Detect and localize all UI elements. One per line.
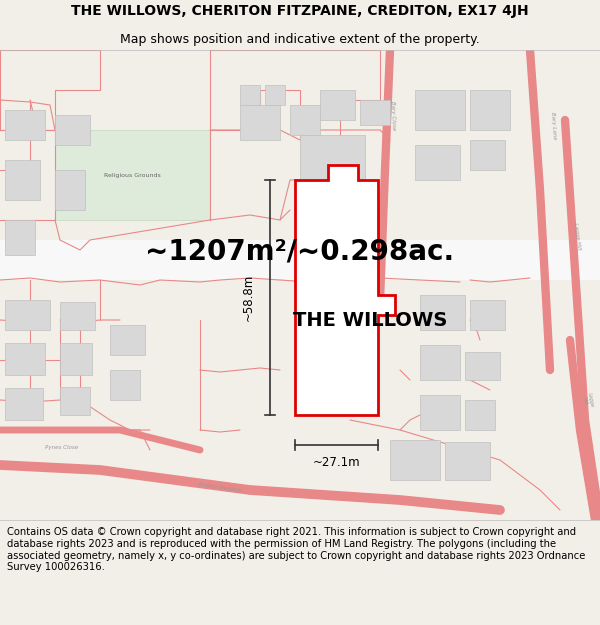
Bar [465,352,500,380]
Text: Drakes Meadow: Drakes Meadow [198,482,242,494]
Bar [420,345,460,380]
Bar [360,100,390,125]
Bar [320,90,355,120]
Bar [55,170,85,210]
Bar [5,110,45,140]
Bar [110,325,145,355]
Text: ~1207m²/~0.298ac.: ~1207m²/~0.298ac. [145,238,455,266]
Bar [420,395,460,430]
Bar [415,145,460,180]
Text: Contains OS data © Crown copyright and database right 2021. This information is : Contains OS data © Crown copyright and d… [7,528,586,572]
Bar [415,90,465,130]
Text: THE WILLOWS, CHERITON FITZPAINE, CREDITON, EX17 4JH: THE WILLOWS, CHERITON FITZPAINE, CREDITO… [71,4,529,18]
Bar [60,387,90,415]
Bar [110,370,140,400]
Bar [265,85,285,105]
Bar [5,388,43,420]
Bar [300,135,365,190]
Text: THE WILLOWS: THE WILLOWS [293,311,447,329]
Bar [60,302,95,330]
Polygon shape [0,240,600,280]
Text: Religious Grounds: Religious Grounds [104,173,160,178]
Text: Lagge
Hill: Lagge Hill [581,392,595,408]
Bar [60,343,92,375]
Bar [390,440,440,480]
Bar [470,90,510,130]
Bar [5,300,50,330]
Bar [290,105,320,135]
Bar [240,85,260,105]
Bar [5,160,40,200]
Text: ~27.1m: ~27.1m [313,456,361,469]
Bar [240,105,280,140]
Bar [470,300,505,330]
Bar [5,220,35,255]
Text: Bary Lane: Bary Lane [550,112,556,140]
Bar [420,295,465,330]
Bar [5,343,45,375]
Text: Lagge Hill: Lagge Hill [573,222,581,250]
Text: Pynes Close: Pynes Close [46,446,79,451]
Bar [465,400,495,430]
Polygon shape [295,165,395,415]
Bar [445,442,490,480]
Text: Bary Close: Bary Close [390,101,396,130]
Polygon shape [55,130,210,220]
Text: Map shows position and indicative extent of the property.: Map shows position and indicative extent… [120,32,480,46]
Text: ~58.8m: ~58.8m [241,274,254,321]
Bar [470,140,505,170]
Bar [55,115,90,145]
